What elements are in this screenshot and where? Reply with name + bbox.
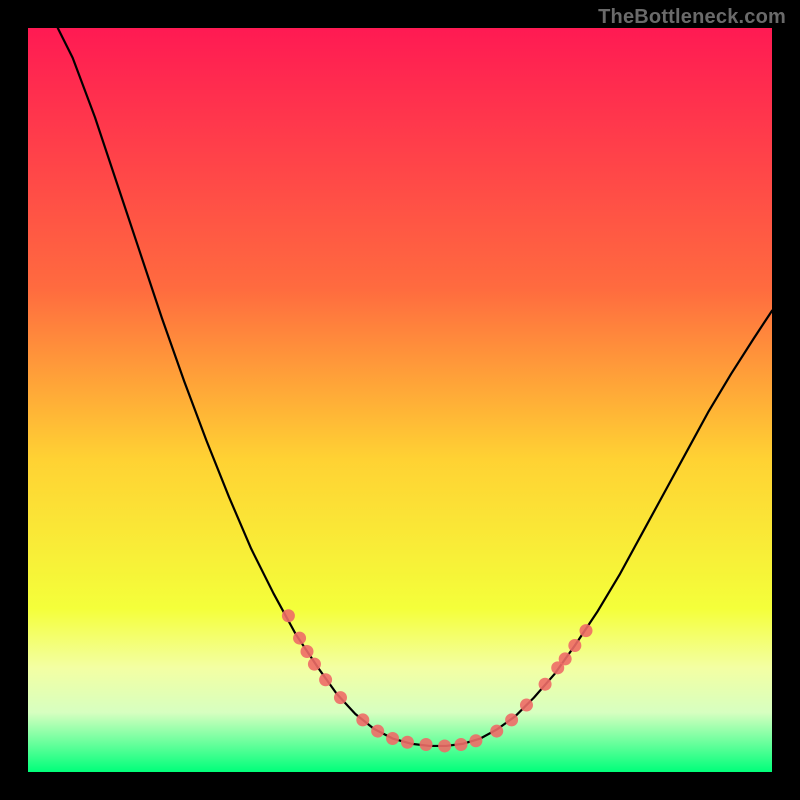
curve-marker [334, 691, 347, 704]
curve-marker [420, 738, 433, 751]
curve-marker [308, 658, 321, 671]
curve-marker [539, 678, 552, 691]
curve-marker [386, 732, 399, 745]
curve-marker [293, 632, 306, 645]
curve-marker [580, 624, 593, 637]
curve-marker [505, 713, 518, 726]
curve-marker [490, 725, 503, 738]
curve-marker [401, 736, 414, 749]
curve-marker [319, 673, 332, 686]
curve-marker [469, 734, 482, 747]
curve-marker [371, 725, 384, 738]
chart-svg [0, 0, 800, 800]
curve-marker [455, 738, 468, 751]
curve-marker [301, 645, 314, 658]
curve-marker [282, 609, 295, 622]
curve-marker [356, 713, 369, 726]
curve-marker [568, 639, 581, 652]
curve-marker [520, 699, 533, 712]
curve-marker [559, 652, 572, 665]
bottleneck-chart: TheBottleneck.com [0, 0, 800, 800]
curve-marker [438, 739, 451, 752]
